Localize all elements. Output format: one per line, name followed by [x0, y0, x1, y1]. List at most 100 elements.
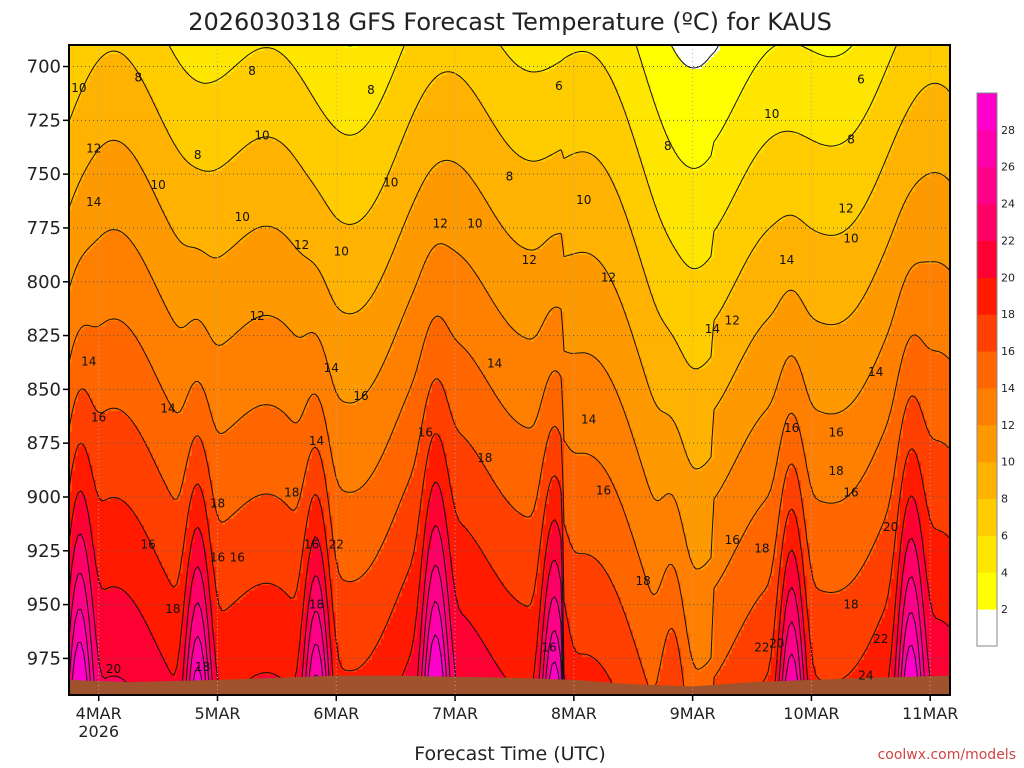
- temperature-band-cell: [681, 519, 715, 523]
- temperature-band-cell: [201, 639, 208, 643]
- temperature-band-cell: [90, 618, 97, 622]
- temperature-band-cell: [315, 579, 322, 583]
- temperature-band-cell: [897, 387, 950, 391]
- temperature-band-cell: [618, 393, 652, 397]
- temperature-band-cell: [93, 477, 163, 481]
- temperature-band-cell: [339, 480, 370, 484]
- temperature-band-cell: [795, 624, 802, 628]
- temperature-band-cell: [747, 531, 781, 535]
- temperature-band-cell: [798, 474, 811, 478]
- temperature-band-cell: [183, 411, 214, 415]
- temperature-band-cell: [129, 327, 181, 331]
- temperature-band-cell: [810, 546, 877, 550]
- temperature-band-cell: [93, 648, 100, 652]
- temperature-band-cell: [798, 609, 805, 613]
- temperature-band-cell: [183, 642, 187, 646]
- temperature-band-cell: [738, 456, 781, 460]
- temperature-band-cell: [621, 195, 655, 199]
- temperature-band-cell: [183, 156, 238, 160]
- temperature-band-cell: [894, 645, 898, 649]
- temperature-band-cell: [192, 588, 205, 592]
- temperature-band-cell: [78, 537, 85, 541]
- temperature-band-cell: [69, 273, 76, 277]
- temperature-band-cell: [564, 486, 616, 490]
- temperature-band-cell: [681, 255, 715, 259]
- temperature-band-cell: [387, 450, 421, 454]
- temperature-band-cell: [753, 432, 784, 436]
- temperature-band-cell: [327, 531, 334, 535]
- temperature-band-cell: [408, 399, 430, 403]
- temperature-band-cell: [69, 639, 73, 643]
- temperature-band-cell: [333, 294, 376, 298]
- temperature-band-cell: [306, 471, 325, 475]
- temperature-band-cell: [459, 165, 604, 169]
- temperature-band-cell: [543, 399, 565, 403]
- temperature-band-cell: [888, 513, 901, 517]
- temperature-band-cell: [564, 564, 604, 568]
- temperature-band-cell: [567, 57, 598, 61]
- temperature-band-cell: [804, 381, 868, 385]
- temperature-band-cell: [318, 105, 382, 109]
- temperature-band-cell: [216, 510, 241, 514]
- temperature-band-cell: [789, 633, 799, 637]
- temperature-band-cell: [384, 453, 418, 457]
- temperature-band-cell: [150, 273, 322, 277]
- temperature-band-cell: [465, 438, 550, 442]
- temperature-band-cell: [732, 114, 868, 118]
- temperature-band-cell: [162, 120, 331, 124]
- temperature-band-cell: [309, 573, 328, 577]
- temperature-band-cell: [903, 642, 907, 646]
- temperature-band-cell: [651, 84, 748, 88]
- temperature-band-cell: [549, 378, 565, 382]
- temperature-band-cell: [417, 540, 427, 544]
- temperature-band-cell: [726, 213, 862, 217]
- temperature-band-cell: [198, 636, 202, 640]
- temperature-band-cell: [213, 486, 304, 490]
- temperature-band-cell: [420, 450, 430, 454]
- temperature-band-cell: [894, 564, 901, 568]
- temperature-band-cell: [309, 606, 325, 610]
- temperature-band-cell: [213, 546, 307, 550]
- temperature-band-cell: [624, 303, 658, 307]
- temperature-band-cell: [99, 60, 130, 64]
- temperature-band-cell: [69, 381, 160, 385]
- temperature-band-cell: [252, 411, 283, 415]
- temperature-band-cell: [900, 300, 950, 304]
- temperature-band-cell: [717, 495, 772, 499]
- temperature-band-cell: [735, 552, 778, 556]
- temperature-band-cell: [741, 183, 877, 187]
- temperature-band-cell: [774, 573, 781, 577]
- temperature-band-cell: [69, 189, 79, 193]
- temperature-band-cell: [564, 234, 634, 238]
- temperature-band-cell: [426, 522, 448, 526]
- temperature-band-cell: [813, 486, 859, 490]
- temperature-band-cell: [777, 603, 784, 607]
- temperature-band-cell: [366, 306, 409, 310]
- temperature-band-cell: [297, 69, 397, 73]
- temperature-band-cell: [897, 309, 950, 313]
- temperature-band-cell: [528, 606, 532, 610]
- temperature-band-cell: [876, 183, 919, 187]
- temperature-band-cell: [156, 372, 331, 376]
- temperature-band-cell: [177, 585, 187, 589]
- temperature-band-cell: [810, 483, 862, 487]
- temperature-band-cell: [894, 480, 904, 484]
- temperature-band-cell: [927, 636, 950, 640]
- temperature-band-cell: [390, 261, 427, 265]
- temperature-band-cell: [414, 114, 490, 118]
- temperature-band-cell: [864, 477, 895, 481]
- temperature-band-cell: [684, 357, 712, 361]
- temperature-band-cell: [186, 405, 211, 409]
- temperature-band-cell: [69, 195, 76, 199]
- temperature-band-cell: [282, 54, 403, 58]
- temperature-band-cell: [69, 258, 82, 262]
- temperature-band-cell: [426, 336, 454, 340]
- temperature-band-cell: [327, 585, 334, 589]
- temperature-band-cell: [660, 111, 733, 115]
- temperature-band-cell: [216, 81, 307, 85]
- temperature-band-cell: [153, 636, 184, 640]
- temperature-band-cell: [423, 576, 427, 580]
- temperature-band-cell: [411, 387, 433, 391]
- temperature-band-cell: [93, 531, 148, 535]
- temperature-band-cell: [774, 399, 811, 403]
